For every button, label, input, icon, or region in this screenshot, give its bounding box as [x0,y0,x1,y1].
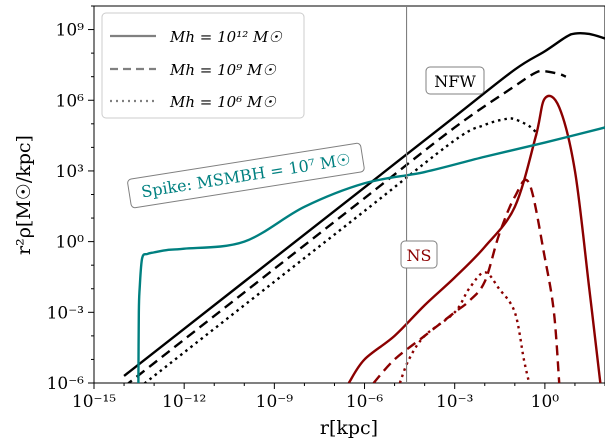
ns-curve-dashed [374,180,560,383]
y-tick-label: 10⁹ [56,21,85,41]
ns-annotation: NS [401,241,437,268]
y-tick-label: 10³ [56,162,84,182]
ns-curve-dotted [400,272,529,383]
y-tick-label: 10⁻⁶ [47,374,85,394]
nfw-annotation-text: NFW [434,72,476,91]
y-tick-label: 10⁶ [56,91,85,111]
legend: Mh = 10¹² M☉ Mh = 10⁹ M☉ Mh = 10⁶ M☉ [102,13,304,118]
legend-label-solid: Mh = 10¹² M☉ [169,28,282,46]
x-axis-label: r[kpc] [320,417,378,439]
x-tick-label: 10⁻⁹ [256,392,294,412]
spike-annotation: Spike: MSMBH = 10⁷ M☉ [127,143,365,209]
legend-label-dotted: Mh = 10⁶ M☉ [169,93,276,111]
x-tick-label: 10⁻³ [436,392,473,412]
y-tick-label: 10⁻³ [47,303,84,323]
nfw-annotation: NFW [426,67,484,94]
x-tick-label: 10⁻¹² [162,392,206,412]
x-tick-label: 10⁻¹⁵ [72,392,116,412]
spike-curve-solid [138,127,605,383]
y-axis-label: r²ρ[M☉/kpc] [13,135,35,255]
x-tick-label: 10⁰ [531,392,560,412]
y-tick-label: 10⁰ [56,233,85,253]
x-tick-label: 10⁻⁶ [346,392,384,412]
legend-label-dashed: Mh = 10⁹ M☉ [169,61,276,79]
ns-annotation-text: NS [407,246,432,265]
